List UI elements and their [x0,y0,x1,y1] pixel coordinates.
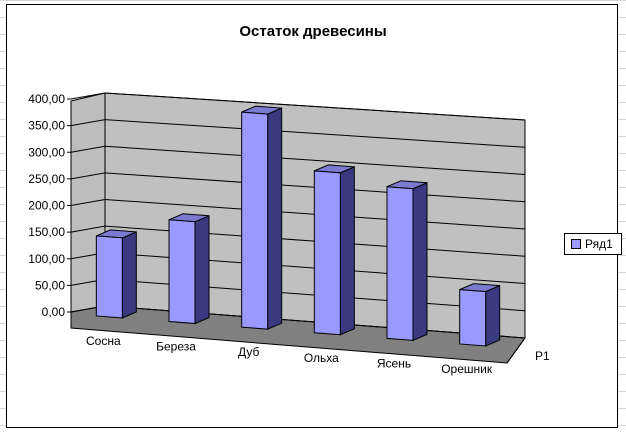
y-tick-label: 400,00 [28,92,65,106]
bar [241,111,269,330]
chart-area[interactable]: Остаток древесины 0,00 50,00 100,00 150,00 2… [6,4,622,428]
gridline-side [70,92,106,100]
bar [313,170,341,336]
gridline-side [70,119,106,127]
x-tick-label: Сосна [86,334,121,348]
gridline [104,145,526,175]
depth-axis-label: Р1 [535,349,550,363]
gridline-side [70,199,106,206]
bar-side [267,107,283,330]
chart-plot: 0,00 50,00 100,00 150,00 200,00 250,00 300,00 3… [28,92,550,376]
y-tick-label: 100,00 [28,252,65,266]
y-tick-label: 0,00 [42,305,66,319]
depth-axis-line [506,337,526,364]
x-tick-label: Ольха [304,351,339,365]
gridline [104,92,526,121]
bar [168,219,196,325]
bar-side [485,284,501,347]
bar [95,235,123,319]
gridline-side [70,172,106,180]
bar-side [121,231,137,319]
chart-title: Остаток древесины [239,23,387,40]
y-tick-label: 200,00 [28,199,65,213]
gridline [104,119,526,148]
bar-side [412,181,428,342]
y-tick-label: 350,00 [28,119,65,133]
legend-swatch [571,239,581,249]
x-tick-label: Береза [156,340,196,354]
gridline-side [70,225,106,233]
gridline-side [70,145,106,153]
x-tick-label: Ясень [377,356,411,370]
y-tick-label: 150,00 [28,225,65,239]
x-tick-label: Дуб [238,345,260,359]
y-tick-label: 300,00 [28,145,65,159]
bar [386,186,414,341]
x-tick-label: Орешник [441,362,493,376]
bar [459,289,487,347]
y-tick-label: 50,00 [35,278,65,292]
legend[interactable]: Ряд1 [564,233,622,255]
y-tick-label: 250,00 [28,172,65,186]
bar-side [194,215,210,325]
bar-side [339,166,355,336]
legend-series-label: Ряд1 [585,237,613,251]
